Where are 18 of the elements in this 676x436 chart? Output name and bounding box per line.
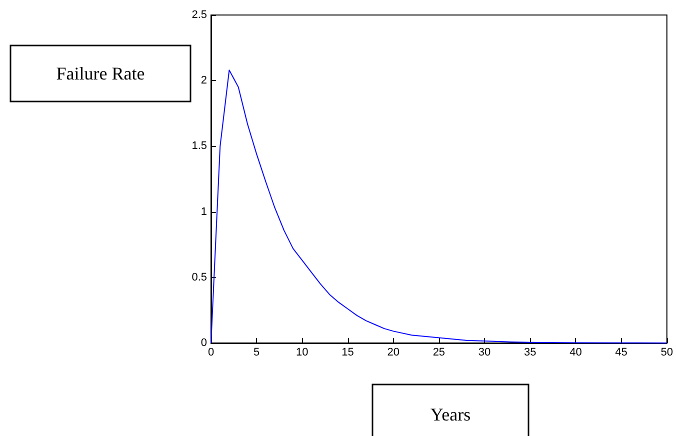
y-axis-title: Failure Rate — [56, 64, 145, 84]
x-tick-label: 15 — [342, 346, 354, 358]
x-tick-label: 50 — [660, 346, 674, 358]
x-tick-label: 35 — [524, 346, 536, 358]
y-tick-label: 0 — [200, 337, 207, 349]
y-tick-label: 1 — [200, 206, 207, 218]
y-tick-label: 2 — [200, 74, 207, 87]
x-axis-title: Years — [430, 404, 471, 424]
y-tick-label: 0.5 — [192, 271, 207, 284]
y-tick-label: 1.5 — [192, 140, 207, 152]
x-tick-label: 5 — [254, 346, 260, 358]
x-tick-label: 25 — [432, 346, 446, 358]
y-tick-label: 2.5 — [192, 9, 207, 21]
x-tick-label: 30 — [478, 346, 491, 358]
x-tick-label: 45 — [615, 346, 628, 358]
x-tick-label: 40 — [570, 346, 582, 358]
x-tick-label: 20 — [387, 346, 400, 358]
x-tick-label: 10 — [296, 346, 308, 358]
